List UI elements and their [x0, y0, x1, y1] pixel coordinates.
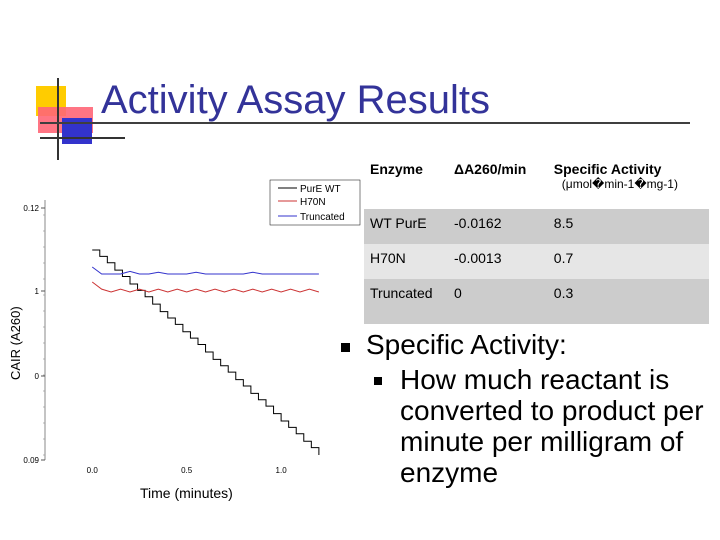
cell-specific-activity: 0.3 — [547, 279, 709, 324]
cell-enzyme: H70N — [364, 244, 448, 279]
table-row: Truncated 0 0.3 — [364, 279, 709, 324]
table-row: WT PurE -0.0162 8.5 — [364, 209, 709, 244]
y-tick-label: 1 — [35, 287, 40, 296]
slide-title: Activity Assay Results — [101, 78, 491, 122]
cell-specific-activity: 8.5 — [547, 209, 709, 244]
x-tick-label: 0.0 — [87, 466, 99, 475]
legend-entry-truncated: Truncated — [300, 212, 345, 223]
cell-delta-a260: -0.0162 — [448, 209, 548, 244]
header-units: (μmol�min-1�mg-1) — [561, 177, 678, 191]
legend-entry-wt: PurE WT — [300, 184, 341, 195]
bullet-main: Specific Activity: — [338, 328, 718, 362]
table-header-row: Enzyme ΔA260/min Specific Activity (μmol… — [364, 155, 709, 209]
slide-logo-icon — [36, 78, 125, 160]
cell-enzyme: WT PurE — [364, 209, 448, 244]
x-tick-label: 0.5 — [181, 466, 193, 475]
cell-delta-a260: -0.0013 — [448, 244, 548, 279]
series-line-truncated — [91, 281, 320, 293]
activity-table: Enzyme ΔA260/min Specific Activity (μmol… — [364, 155, 709, 324]
bullet-sub: How much reactant is converted to produc… — [370, 364, 718, 488]
square-bullet-icon — [374, 377, 382, 385]
title-divider — [40, 122, 690, 124]
cell-specific-activity: 0.7 — [547, 244, 709, 279]
y-axis-label: CAIR (A260) — [8, 306, 23, 380]
header-specific-activity: Specific Activity (μmol�min-1�mg-1) — [547, 155, 709, 209]
header-enzyme: Enzyme — [364, 155, 448, 209]
y-tick-label: 0.12 — [23, 204, 39, 213]
bullet-sub-text: How much reactant is converted to produc… — [400, 364, 704, 488]
y-tick-label: 0 — [35, 372, 40, 381]
cell-enzyme: Truncated — [364, 279, 448, 324]
square-bullet-icon — [341, 343, 350, 352]
legend-entry-h70n: H70N — [300, 197, 326, 208]
x-axis-label: Time (minutes) — [140, 485, 233, 501]
table-row: H70N -0.0013 0.7 — [364, 244, 709, 279]
series-line-pure-wt — [92, 249, 320, 455]
y-tick-label: 0.09 — [23, 456, 39, 465]
activity-chart: 0.12 1 0 0.09 0.0 0.5 1.0 CAIR (A260) Time (mi… — [8, 179, 361, 501]
header-delta-a260: ΔA260/min — [448, 155, 548, 209]
chart-legend: PurE WT H70N Truncated — [269, 179, 361, 226]
bullet-list: Specific Activity: How much reactant is … — [338, 328, 718, 488]
bullet-main-text: Specific Activity: — [366, 329, 567, 360]
cell-delta-a260: 0 — [448, 279, 548, 324]
x-tick-label: 1.0 — [276, 466, 288, 475]
series-line-h70n — [91, 266, 319, 275]
